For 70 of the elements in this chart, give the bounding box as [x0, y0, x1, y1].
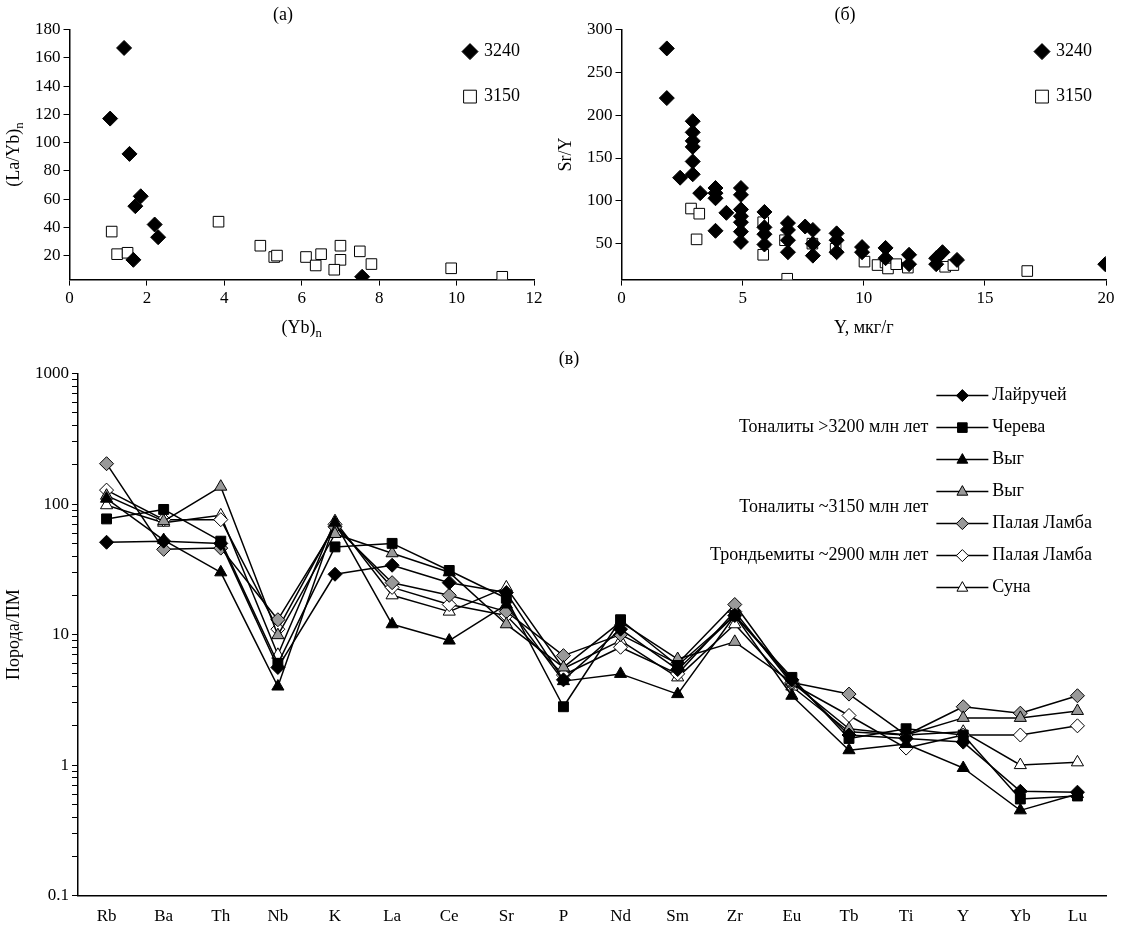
chart-title: (a)	[273, 3, 293, 25]
annotation: Тоналиты >3200 млн лет	[738, 416, 929, 437]
y-tick-label: 1	[60, 754, 69, 774]
x-tick-label: 4	[220, 288, 230, 308]
x-tick-label: 5	[738, 288, 747, 308]
x-tick-label: 10	[855, 288, 873, 308]
legend-label: Выг	[992, 448, 1024, 469]
y-tick-label: 1000	[35, 363, 69, 383]
y-tick-label: 20	[43, 245, 61, 265]
y-tick-label: 150	[587, 147, 613, 167]
annotation: Трондьемиты ~2900 млн лет	[710, 544, 929, 565]
x-tick-label: Tb	[839, 906, 859, 926]
x-tick-label: Rb	[96, 906, 117, 926]
y-tick-label: 180	[35, 19, 61, 39]
x-tick-label: 8	[374, 288, 384, 308]
legend-label: 3240	[484, 40, 520, 61]
legend-label: Черева	[992, 416, 1046, 437]
y-tick-label: 100	[35, 132, 61, 152]
y-tick-label: 140	[35, 75, 61, 95]
y-tick-label: 60	[43, 188, 61, 208]
x-tick-label: Ba	[154, 906, 174, 926]
legend-label: Суна	[992, 576, 1031, 597]
legend-label: Лайручей	[992, 384, 1067, 405]
chart-title: (в)	[558, 347, 580, 369]
x-tick-label: Th	[211, 906, 231, 926]
y-tick-label: 100	[43, 493, 69, 513]
y-tick-label: 200	[587, 104, 613, 124]
y-tick-label: 10	[52, 624, 69, 644]
x-tick-label: Lu	[1068, 906, 1088, 926]
x-tick-label: 0	[65, 288, 74, 308]
y-tick-label: 40	[43, 216, 61, 236]
y-axis-title: Порода/ПМ	[2, 589, 23, 680]
legend-label: 3150	[1056, 85, 1092, 106]
x-tick-label: La	[383, 906, 402, 926]
x-tick-label: Nd	[610, 906, 632, 926]
x-axis-title: Y, мкг/г	[833, 316, 894, 337]
legend-label: 3240	[1056, 40, 1092, 61]
y-tick-label: 120	[35, 103, 61, 123]
x-tick-label: Yb	[1009, 906, 1031, 926]
x-tick-label: 6	[297, 288, 306, 308]
x-tick-label: Nb	[267, 906, 289, 926]
y-tick-label: 80	[43, 160, 61, 180]
x-tick-label: Sm	[666, 906, 690, 926]
x-tick-label: Zr	[726, 906, 744, 926]
chart-title: (б)	[834, 3, 856, 25]
x-tick-label: Y	[957, 906, 970, 926]
x-tick-label: 15	[976, 288, 994, 308]
x-tick-label: Eu	[782, 906, 802, 926]
x-tick-label: P	[558, 906, 569, 926]
y-tick-label: 250	[587, 61, 613, 81]
x-tick-label: 12	[525, 288, 543, 308]
y-tick-label: 300	[587, 19, 613, 39]
legend-label: Палая Ламба	[992, 544, 1093, 565]
y-tick-label: 50	[595, 233, 613, 253]
legend-label: Палая Ламба	[992, 512, 1093, 533]
x-tick-label: Ti	[898, 906, 914, 926]
y-tick-label: 100	[587, 190, 613, 210]
y-tick-label: 160	[35, 47, 61, 67]
x-tick-label: Sr	[498, 906, 515, 926]
x-tick-label: 20	[1097, 288, 1115, 308]
y-tick-label: 0.1	[47, 885, 69, 905]
x-tick-label: 2	[142, 288, 152, 308]
x-tick-label: Ce	[439, 906, 459, 926]
x-tick-label: 10	[448, 288, 466, 308]
annotation: Тоналиты ~3150 млн лет	[739, 496, 929, 517]
x-tick-label: K	[328, 906, 342, 926]
legend-label: 3150	[484, 85, 520, 106]
y-axis-title: Sr/Y	[554, 137, 575, 172]
legend-label: Выг	[992, 480, 1024, 501]
x-tick-label: 0	[617, 288, 626, 308]
